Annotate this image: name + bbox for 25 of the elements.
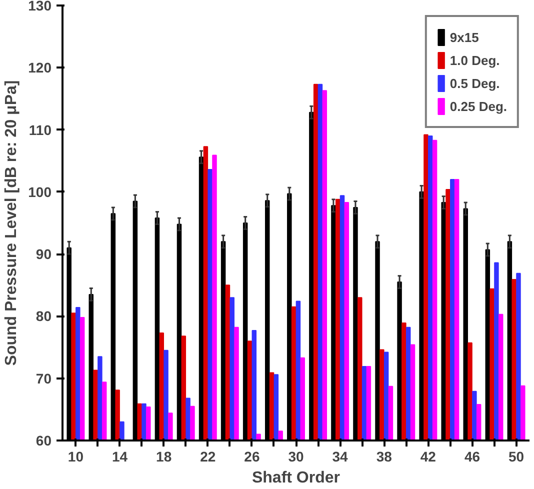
- x-tick-label: 30: [288, 448, 304, 464]
- x-tick-label: 14: [112, 448, 128, 464]
- legend-label: 0.5 Deg.: [450, 76, 500, 90]
- x-tick-label: 22: [200, 448, 216, 464]
- legend-label: 0.25 Deg.: [450, 98, 507, 114]
- y-tick-label: 120: [28, 60, 52, 76]
- x-tick-label: 42: [420, 448, 436, 464]
- x-tick-label: 34: [332, 448, 348, 464]
- x-tick-label: 26: [244, 448, 260, 464]
- legend-label: 1.0 Deg.: [450, 52, 500, 68]
- x-axis-title: Shaft Order: [252, 470, 340, 486]
- y-tick-label: 60: [36, 432, 52, 448]
- x-tick-label: 10: [68, 448, 84, 464]
- y-tick-label: 70: [36, 370, 52, 386]
- y-tick-label: 80: [36, 308, 52, 324]
- y-axis-title: Sound Pressure Level [dB re: 20 μPa]: [3, 80, 20, 366]
- x-tick-label: 18: [156, 448, 172, 464]
- legend-label: 9x15: [450, 30, 479, 44]
- x-tick-label: 46: [464, 448, 480, 464]
- y-tick-label: 90: [36, 246, 52, 262]
- y-tick-label: 130: [28, 0, 52, 14]
- x-tick-label: 38: [376, 448, 392, 464]
- y-tick-label: 110: [28, 122, 52, 138]
- x-tick-label: 50: [508, 448, 524, 464]
- y-tick-label: 100: [28, 184, 52, 200]
